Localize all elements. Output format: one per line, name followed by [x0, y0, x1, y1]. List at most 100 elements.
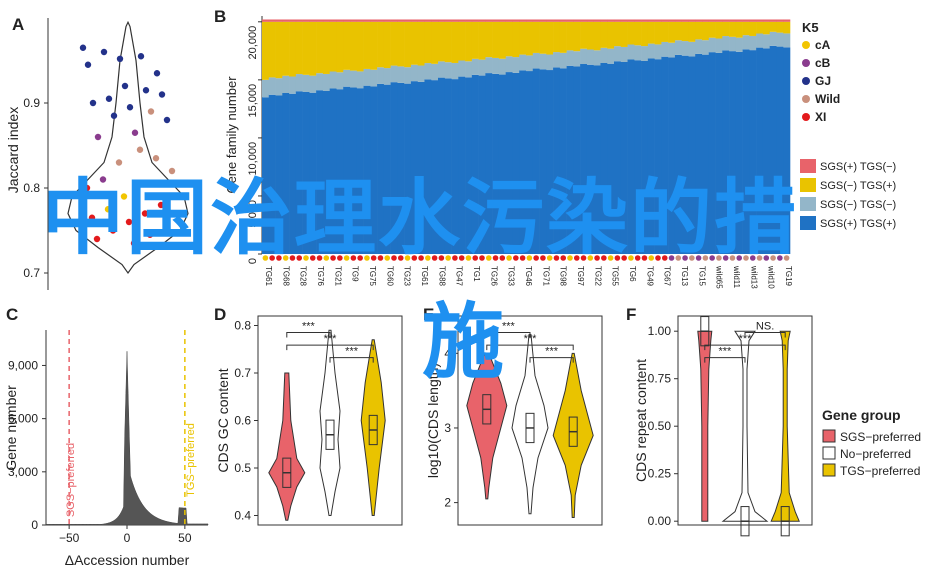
- panelB-bar-sgs-minus-tgs-plus: [289, 21, 297, 77]
- panelB-bar-sgs-minus-tgs-plus: [566, 21, 574, 51]
- panelB-bar-sgs-plus-tgs-minus: [350, 19, 358, 22]
- panelA-point: [109, 227, 117, 234]
- panelE-significance-bracket: [486, 332, 531, 338]
- panelB-bar-sgs-minus-tgs-minus: [553, 52, 561, 68]
- panelB-x-tick-label: TG76: [316, 266, 325, 287]
- panelB-bar-sgs-plus-tgs-plus: [465, 77, 473, 254]
- panelB-bar-sgs-plus-tgs-minus: [729, 19, 737, 22]
- panelB-group-dot: [601, 255, 607, 261]
- panelB-bar-sgs-plus-tgs-plus: [492, 73, 500, 254]
- panelB-bar-sgs-plus-tgs-minus: [539, 19, 547, 22]
- panelB-bar-sgs-plus-tgs-plus: [512, 72, 520, 254]
- panelB-bar-sgs-plus-tgs-minus: [614, 19, 622, 22]
- panelB-group-dot: [736, 255, 743, 261]
- panelD-significance-bracket: [286, 344, 374, 351]
- panelA-point: [162, 223, 170, 230]
- panelB-x-tick-label: TG97: [576, 266, 585, 287]
- panelB-group-dot: [357, 255, 363, 261]
- panelC-histogram-area: [45, 351, 209, 526]
- panelB-bar-sgs-plus-tgs-plus: [424, 79, 432, 254]
- panelB-bar-sgs-minus-tgs-minus: [654, 44, 662, 60]
- panelB-bar-sgs-minus-tgs-minus: [634, 45, 642, 61]
- panelB-x-tick-label: TG60: [385, 266, 394, 287]
- panelB-group-dot: [479, 255, 485, 261]
- panelB-bar-sgs-plus-tgs-minus: [586, 19, 594, 22]
- panelB-group-dot: [337, 255, 343, 261]
- panelB-bar-sgs-plus-tgs-minus: [329, 19, 337, 22]
- panelB-bar-sgs-minus-tgs-minus: [586, 49, 594, 65]
- panelA-y-tick-label: 0.9: [23, 96, 40, 110]
- panelB-group-dot: [783, 255, 790, 261]
- panelB-bar-sgs-plus-tgs-minus: [268, 19, 276, 22]
- panelB-bar-sgs-plus-tgs-minus: [471, 19, 479, 22]
- panelB-bar-sgs-plus-tgs-minus: [302, 19, 310, 22]
- panelB-bar-sgs-plus-tgs-minus: [756, 19, 764, 22]
- panelA-point: [130, 240, 138, 247]
- panelB-legend-dot: [802, 77, 810, 85]
- panelB-bar-sgs-minus-tgs-minus: [559, 52, 567, 69]
- panelB-bar-sgs-plus-tgs-minus: [289, 19, 297, 22]
- panelB-group-dot: [364, 255, 370, 261]
- panelD-y-tick-label: 0.5: [234, 461, 251, 475]
- panelB-group-dot: [729, 255, 736, 261]
- panelD-violin: [360, 339, 386, 516]
- panelB-y-tick-label: 5,000: [247, 200, 259, 228]
- panelB-bar-sgs-plus-tgs-minus: [363, 19, 371, 22]
- panelB-legend-title: K5: [802, 20, 819, 35]
- panelB-group-dot: [513, 255, 519, 261]
- panelA-point: [115, 159, 123, 166]
- panelB-bar-sgs-plus-tgs-minus: [417, 19, 425, 22]
- panelB-bar-sgs-minus-tgs-minus: [458, 60, 466, 77]
- panelB-group-dot: [560, 255, 567, 261]
- panelB-bar-sgs-minus-tgs-minus: [438, 61, 446, 78]
- panelB-bar-sgs-plus-tgs-minus: [742, 19, 750, 22]
- panelB-bar-sgs-plus-tgs-plus: [417, 81, 425, 254]
- panelB-bar-sgs-plus-tgs-plus: [627, 59, 635, 254]
- panelB-bar-sgs-plus-tgs-minus: [532, 19, 540, 22]
- panelB-group-dot: [553, 255, 560, 261]
- panelB-bar-sgs-plus-tgs-minus: [722, 19, 730, 22]
- panelB-bar-sgs-minus-tgs-plus: [573, 21, 581, 52]
- panelB-group-dot: [323, 255, 330, 261]
- panelC-x-tick-label: 0: [124, 531, 131, 545]
- panelA-point: [141, 210, 149, 217]
- panelB-group-dot: [648, 255, 655, 261]
- panelB-group-dot: [716, 255, 722, 261]
- panelB-bar-sgs-plus-tgs-minus: [769, 19, 777, 22]
- panelB-bar-sgs-plus-tgs-plus: [681, 55, 689, 255]
- panelB-bar-sgs-plus-tgs-plus: [377, 83, 385, 254]
- panelA-point: [136, 146, 144, 153]
- panelB-bar-sgs-plus-tgs-minus: [661, 19, 669, 22]
- panelD-y-label: CDS GC content: [215, 368, 231, 472]
- panelB-bar-sgs-plus-tgs-minus: [607, 19, 615, 22]
- panelB-bar-sgs-minus-tgs-minus: [268, 77, 276, 95]
- panelB-bar-sgs-minus-tgs-plus: [512, 21, 520, 58]
- panelB-bar-sgs-plus-tgs-plus: [343, 86, 351, 254]
- panelB-bar-sgs-plus-tgs-plus: [397, 82, 405, 254]
- panelB-bar-sgs-plus-tgs-plus: [580, 64, 588, 255]
- panelB-y-tick-label: 0: [247, 258, 259, 264]
- panelB-bar-sgs-minus-tgs-minus: [370, 69, 378, 87]
- panelB-bar-sgs-plus-tgs-minus: [309, 19, 317, 22]
- panel-letter-E: E: [423, 305, 434, 324]
- panelB-bar-sgs-minus-tgs-plus: [350, 21, 358, 71]
- panelB-bar-sgs-minus-tgs-plus: [742, 21, 750, 36]
- panelB-bar-sgs-minus-tgs-plus: [492, 21, 500, 58]
- panelB-bar-sgs-minus-tgs-minus: [546, 54, 554, 71]
- panelB-legend-label: cA: [815, 38, 831, 52]
- panelB-y-tick-label: 20,000: [247, 26, 259, 60]
- panelB-x-tick-label: TG68: [281, 266, 290, 287]
- panelB-x-tick-label: TG61: [264, 266, 273, 287]
- panelB-bar-sgs-plus-tgs-minus: [377, 19, 385, 22]
- panelA-point: [104, 206, 112, 213]
- panelB-group-dot: [330, 255, 336, 261]
- panelB-bar-sgs-minus-tgs-minus: [485, 57, 493, 74]
- panelB-group-dot: [607, 255, 614, 261]
- panelB-bar-sgs-minus-tgs-plus: [526, 21, 534, 56]
- panelB-bar-sgs-plus-tgs-plus: [708, 52, 716, 254]
- panelC-x-label: ΔAccession number: [65, 552, 190, 568]
- panelB-group-dot: [350, 255, 357, 261]
- panelB-series-swatch: [800, 178, 816, 192]
- panelB-bar-sgs-plus-tgs-plus: [722, 50, 730, 254]
- panelB-bar-sgs-plus-tgs-minus: [410, 19, 418, 22]
